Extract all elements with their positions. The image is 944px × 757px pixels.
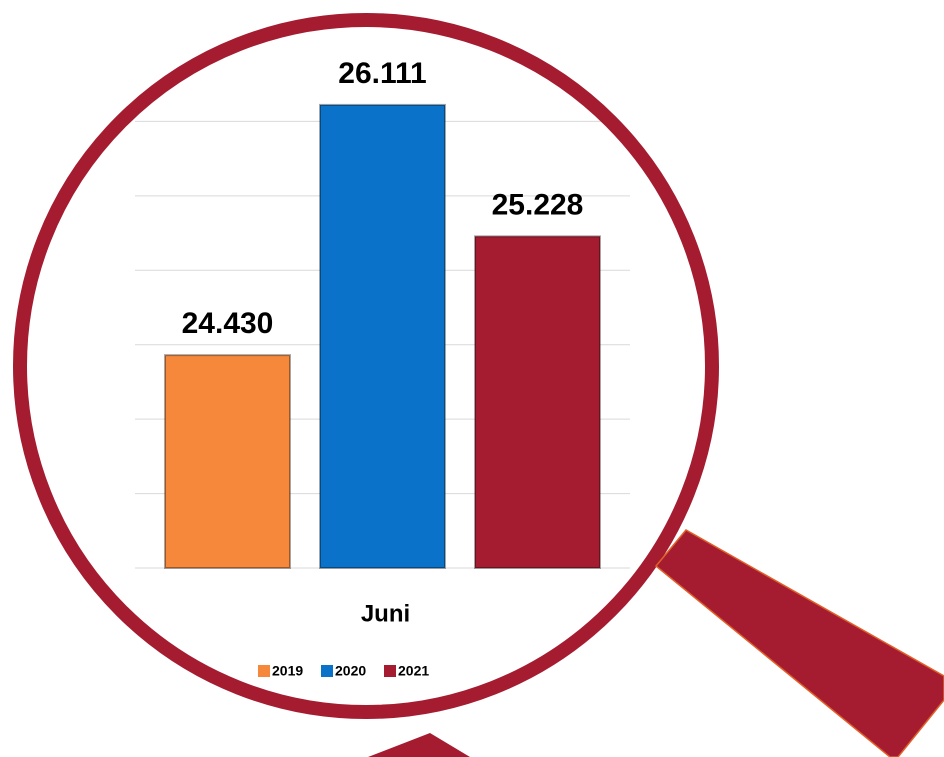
legend-swatch (321, 665, 333, 677)
bar (320, 105, 445, 568)
value-label: 26.111 (338, 57, 426, 90)
x-category-label: Juni (361, 600, 410, 627)
pointer-triangle (368, 733, 470, 757)
bar (165, 355, 290, 568)
legend-label: 2019 (272, 663, 303, 679)
legend-swatch (258, 665, 270, 677)
page: {"chart_data": {"type": "bar", "categori… (0, 0, 944, 757)
value-label: 24.430 (182, 307, 274, 340)
legend-swatch (384, 665, 396, 677)
chart: 24.430 26.111 25.228 Juni 2019 2020 2021 (0, 0, 944, 757)
bar (475, 236, 600, 568)
legend-label: 2020 (335, 663, 366, 679)
legend-label: 2021 (398, 663, 429, 679)
value-label: 25.228 (492, 188, 584, 221)
magnifier-handle (656, 530, 944, 757)
